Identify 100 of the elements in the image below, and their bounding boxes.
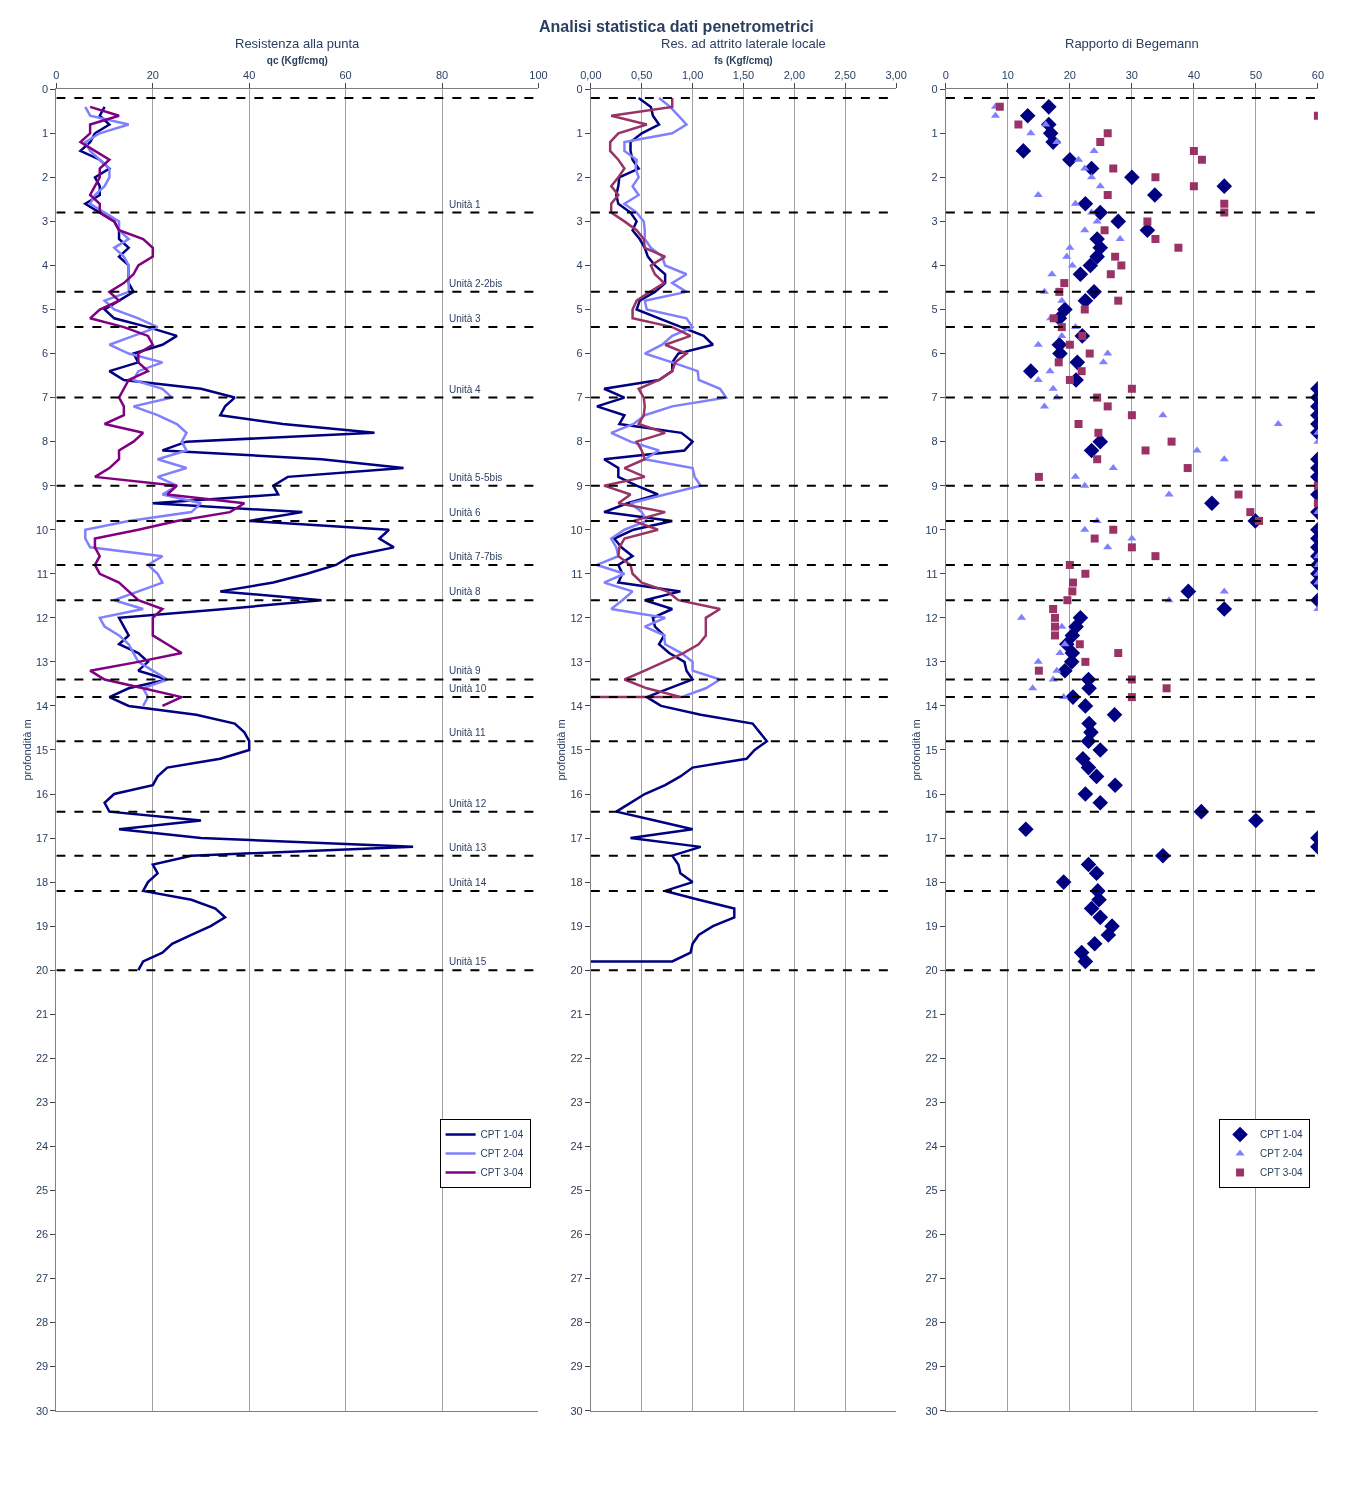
x-axis-title: fs (Kgf/cmq) — [714, 54, 773, 66]
chart-title: Res. ad attrito laterale locale — [661, 36, 826, 51]
y-tick-label: 5 — [42, 303, 49, 316]
y-tick-label: 7 — [576, 391, 583, 404]
ref-line-label: Unità 1 — [449, 199, 482, 210]
y-tick-label: 29 — [35, 1360, 49, 1373]
chart-title: Resistenza alla punta — [235, 36, 361, 51]
x-tick-label: 60 — [339, 68, 352, 81]
y-tick-label: 1 — [576, 127, 583, 140]
y-tick-label: 6 — [931, 347, 938, 360]
y-tick-label: 21 — [570, 1008, 583, 1021]
y-tick-label: 1 — [42, 127, 49, 140]
y-tick-label: 8 — [931, 435, 938, 448]
x-tick-label: 80 — [435, 68, 449, 81]
ref-line-label: Unità 13 — [449, 842, 487, 853]
y-tick-label: 30 — [570, 1404, 583, 1417]
y-tick-label: 4 — [42, 259, 49, 272]
x-tick-label: 1,00 — [681, 68, 704, 81]
y-tick-label: 27 — [35, 1272, 49, 1285]
legend-label: CPT 3-04 — [1260, 1167, 1304, 1179]
y-tick-label: 6 — [576, 347, 583, 360]
y-tick-label: 12 — [35, 611, 49, 624]
ref-line-label: Unità 5-5bis — [449, 472, 503, 483]
y-tick-label: 18 — [925, 875, 938, 888]
y-tick-label: 26 — [570, 1228, 583, 1241]
chart-title: Rapporto di Begemann — [1065, 36, 1199, 51]
y-tick-label: 16 — [35, 787, 49, 800]
legend-label: CPT 1-04 — [480, 1129, 524, 1141]
y-tick-label: 18 — [570, 875, 583, 888]
y-tick-label: 17 — [570, 831, 583, 844]
y-tick-label: 27 — [925, 1272, 938, 1285]
y-tick-label: 13 — [925, 655, 938, 668]
x-tick-label: 2,00 — [783, 68, 806, 81]
y-tick-label: 20 — [925, 964, 938, 977]
line-series — [79, 105, 246, 708]
y-tick-label: 8 — [576, 435, 583, 448]
y-tick-label: 28 — [570, 1316, 583, 1329]
y-tick-label: 0 — [42, 83, 49, 96]
y-tick-label: 12 — [925, 611, 938, 624]
text: Analisi statistica dati penetrometrici — [539, 18, 814, 35]
x-tick-label: 1,50 — [732, 68, 755, 81]
y-tick-label: 23 — [925, 1096, 938, 1109]
x-tick-label: 20 — [1063, 68, 1076, 81]
ref-line-label: Unità 10 — [449, 683, 487, 694]
y-tick-label: 18 — [35, 875, 49, 888]
line-series — [84, 105, 203, 708]
y-tick-label: 16 — [925, 787, 938, 800]
ref-line-label: Unità 4 — [449, 384, 482, 395]
y-tick-label: 22 — [570, 1052, 583, 1065]
x-tick-label: 20 — [146, 68, 159, 81]
y-tick-label: 5 — [931, 303, 938, 316]
y-tick-label: 14 — [925, 699, 938, 712]
x-tick-label: 10 — [1001, 68, 1014, 81]
y-tick-label: 29 — [570, 1360, 583, 1373]
x-tick-label: 0,50 — [631, 68, 653, 81]
y-tick-label: 2 — [42, 171, 49, 184]
y-tick-label: 3 — [931, 215, 938, 228]
legend-label: CPT 3-04 — [480, 1167, 524, 1179]
y-tick-label: 24 — [925, 1140, 938, 1153]
y-axis-title: profondità m — [910, 719, 923, 781]
y-tick-label: 14 — [570, 699, 583, 712]
ref-line-label: Unità 3 — [449, 313, 482, 324]
y-tick-label: 0 — [576, 83, 583, 96]
y-axis-title: profondità m — [555, 719, 568, 781]
y-tick-label: 13 — [35, 655, 49, 668]
y-tick-label: 21 — [925, 1008, 938, 1021]
y-tick-label: 2 — [931, 171, 938, 184]
y-tick-label: 20 — [570, 964, 583, 977]
y-tick-label: 25 — [925, 1184, 938, 1197]
y-tick-label: 2 — [576, 171, 583, 184]
y-tick-label: 16 — [570, 787, 583, 800]
y-tick-label: 23 — [570, 1096, 583, 1109]
x-axis-title: qc (Kgf/cmq) — [266, 54, 328, 66]
y-tick-label: 6 — [42, 347, 49, 360]
ref-line-label: Unità 2-2bis — [449, 278, 503, 289]
y-tick-label: 8 — [42, 435, 49, 448]
y-tick-label: 9 — [931, 479, 938, 492]
y-tick-label: 19 — [570, 920, 583, 933]
x-tick-label: 50 — [1249, 68, 1263, 81]
y-tick-label: 29 — [925, 1360, 938, 1373]
y-tick-label: 26 — [925, 1228, 938, 1241]
ref-line-label: Unità 8 — [449, 586, 482, 597]
legend-label: CPT 2-04 — [1260, 1148, 1304, 1160]
legend-label: CPT 2-04 — [480, 1148, 524, 1160]
ref-line-label: Unità 11 — [449, 727, 486, 738]
y-tick-label: 17 — [925, 831, 938, 844]
y-axis-title: profondità m — [20, 719, 33, 781]
y-tick-label: 27 — [570, 1272, 583, 1285]
y-tick-label: 3 — [42, 215, 49, 228]
ref-line-label: Unità 9 — [449, 665, 482, 676]
y-tick-label: 3 — [576, 215, 583, 228]
legend-label: CPT 1-04 — [1260, 1129, 1304, 1141]
x-tick-label: 100 — [529, 68, 548, 81]
y-tick-label: 28 — [925, 1316, 938, 1329]
y-tick-label: 0 — [931, 83, 938, 96]
y-tick-label: 15 — [35, 743, 49, 756]
y-tick-label: 24 — [35, 1140, 49, 1153]
y-tick-label: 10 — [35, 523, 49, 536]
y-tick-label: 30 — [35, 1404, 49, 1417]
y-tick-label: 28 — [35, 1316, 49, 1329]
